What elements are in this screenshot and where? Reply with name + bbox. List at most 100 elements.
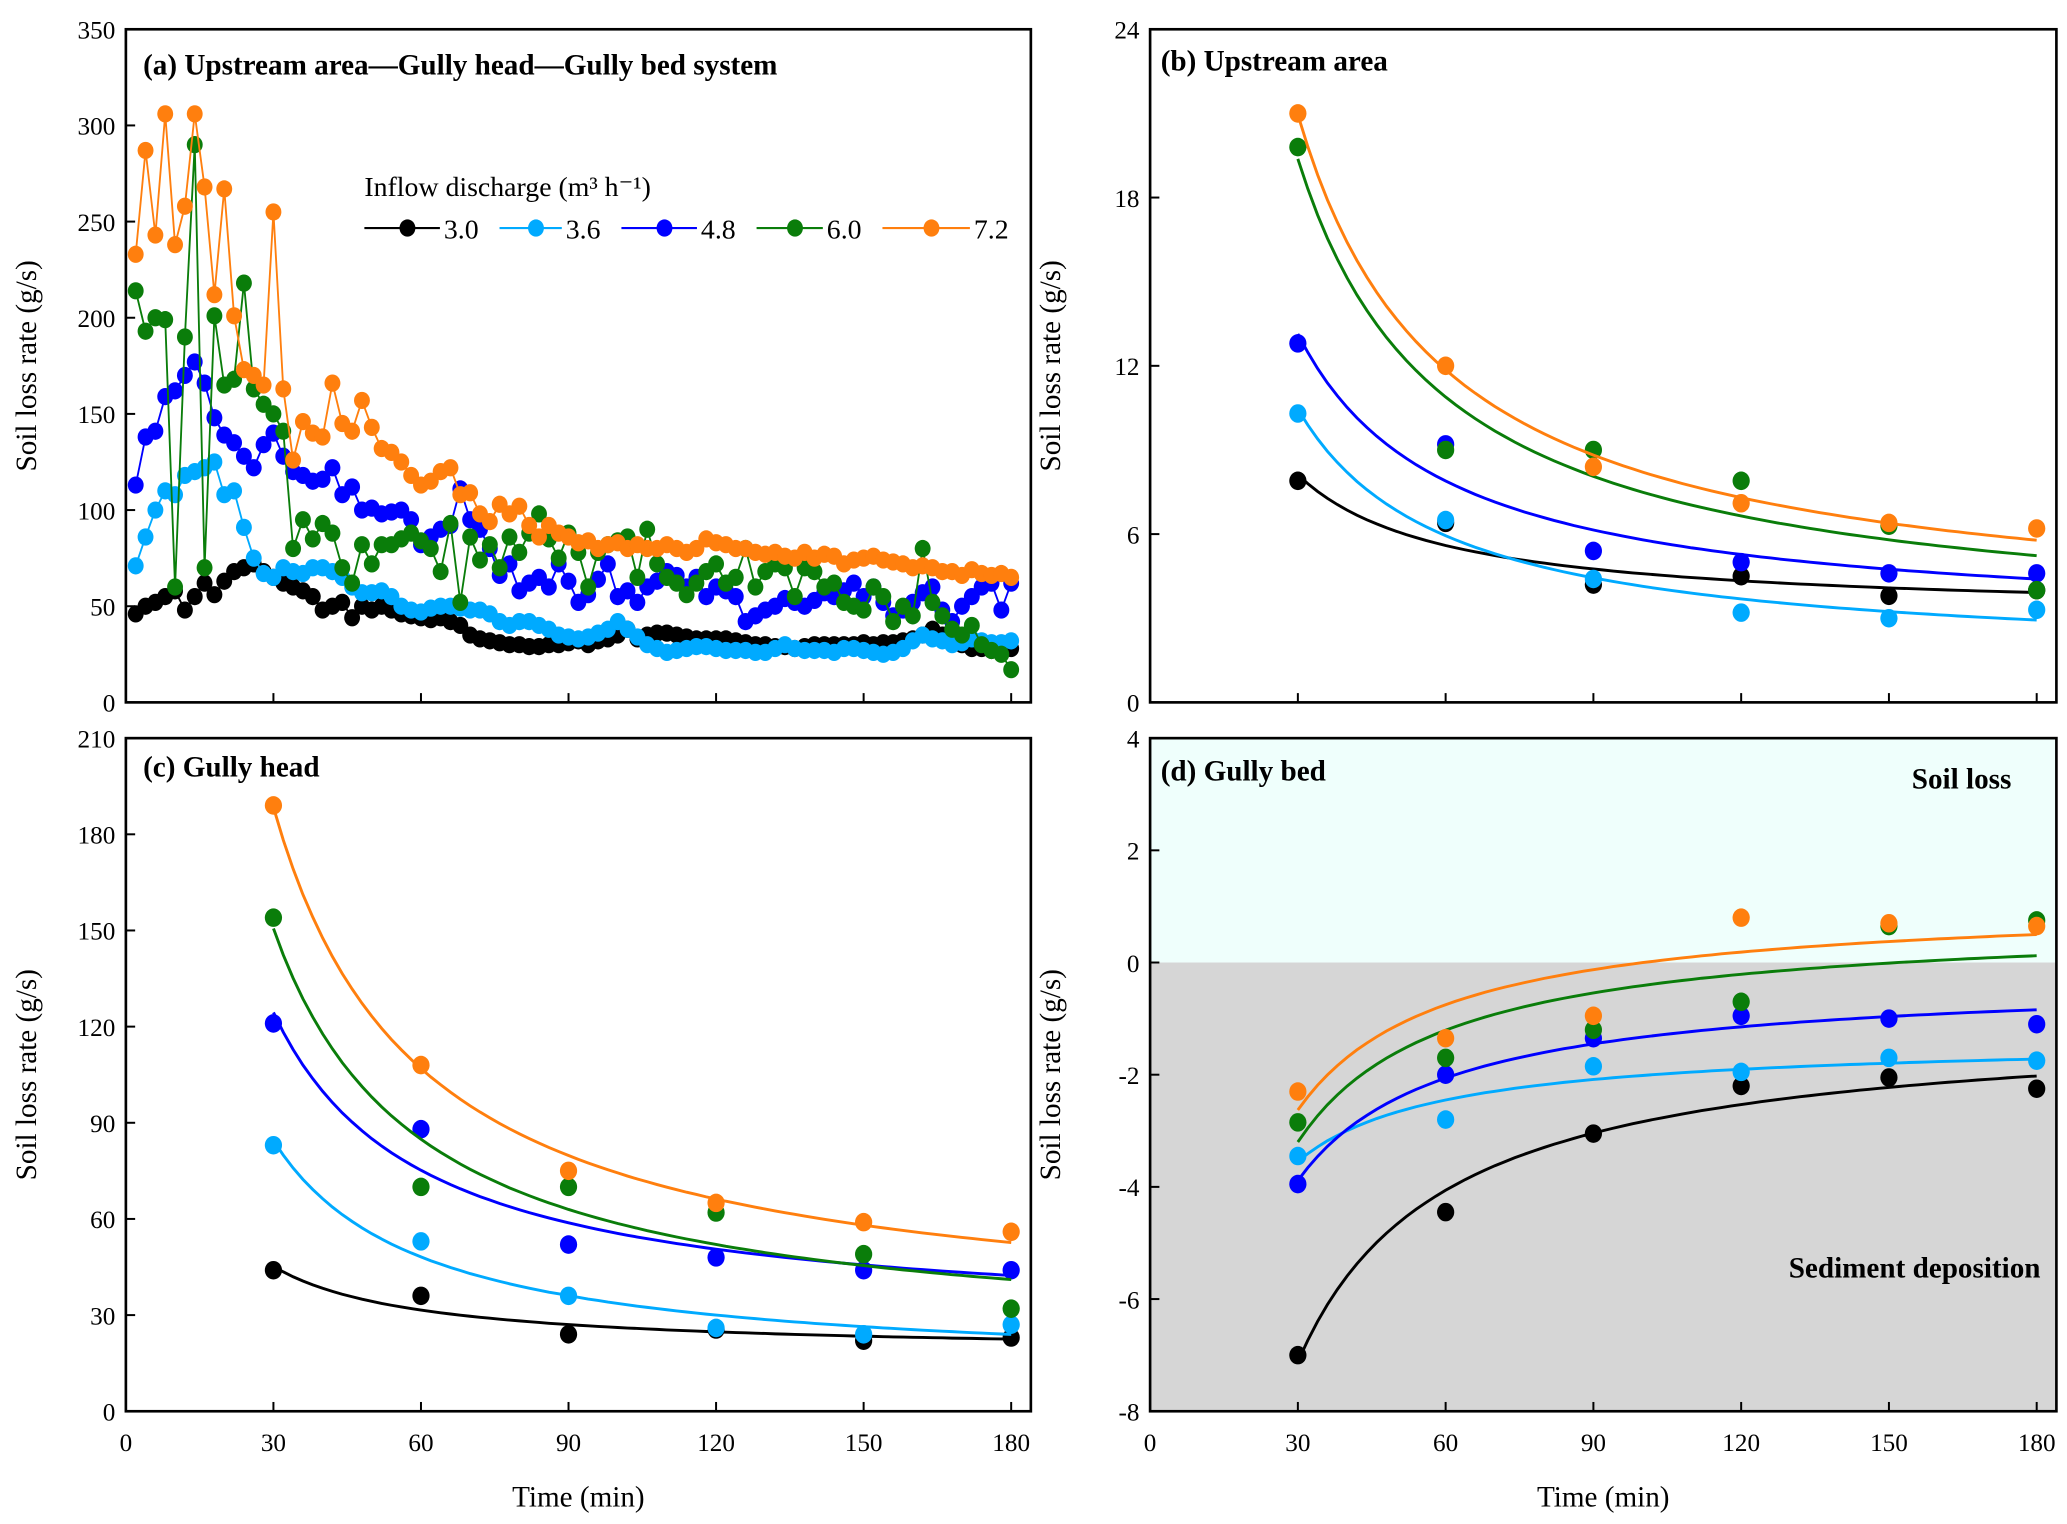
x-tick-label: 90 bbox=[556, 1430, 581, 1457]
legend-marker bbox=[923, 219, 940, 237]
legend-marker bbox=[528, 219, 544, 237]
y-tick-label: 30 bbox=[90, 1303, 115, 1330]
data-point bbox=[235, 274, 252, 292]
data-point bbox=[1880, 586, 1898, 606]
data-point bbox=[1437, 1028, 1455, 1048]
fitted-curve bbox=[1296, 333, 2037, 581]
data-point bbox=[206, 586, 223, 604]
data-point bbox=[324, 374, 341, 392]
data-point bbox=[176, 601, 193, 619]
data-point bbox=[1584, 541, 1603, 561]
series-1 bbox=[1289, 1048, 2046, 1166]
data-point bbox=[668, 574, 685, 592]
data-point bbox=[186, 105, 203, 123]
data-point bbox=[196, 559, 213, 577]
y-axis-label: Soil loss rate (g/s) bbox=[11, 260, 43, 471]
data-point bbox=[559, 1177, 578, 1197]
data-point bbox=[1289, 404, 1307, 423]
data-point bbox=[235, 447, 252, 465]
data-point bbox=[2028, 519, 2046, 538]
data-point bbox=[1437, 1202, 1455, 1222]
data-point bbox=[1002, 1315, 1020, 1334]
data-point bbox=[127, 557, 144, 575]
data-point bbox=[275, 380, 292, 398]
data-point bbox=[137, 141, 154, 160]
x-tick-label: 60 bbox=[1433, 1430, 1458, 1457]
x-tick-label: 120 bbox=[697, 1430, 735, 1457]
data-point bbox=[481, 512, 498, 531]
data-point bbox=[344, 609, 361, 627]
data-point bbox=[206, 307, 223, 325]
data-point bbox=[264, 796, 283, 815]
data-point bbox=[993, 645, 1010, 663]
soil-loss-region bbox=[1150, 738, 2057, 963]
data-point bbox=[855, 1244, 873, 1264]
data-point bbox=[285, 539, 302, 558]
fitted-curve bbox=[272, 807, 1012, 1245]
data-point bbox=[1732, 603, 1750, 622]
data-point bbox=[826, 574, 843, 592]
data-point bbox=[354, 391, 370, 410]
data-point bbox=[1437, 1065, 1455, 1084]
data-point bbox=[599, 555, 616, 573]
data-point bbox=[206, 453, 223, 471]
data-point bbox=[255, 376, 272, 394]
data-point bbox=[147, 422, 164, 440]
data-point bbox=[1732, 1076, 1750, 1096]
data-point bbox=[354, 536, 370, 554]
y-axis-label: Soil loss rate (g/s) bbox=[11, 969, 43, 1180]
data-point bbox=[2028, 1079, 2046, 1098]
data-point bbox=[914, 539, 931, 558]
legend-marker bbox=[787, 219, 803, 237]
data-point bbox=[1003, 632, 1020, 650]
data-point bbox=[924, 593, 941, 611]
data-point bbox=[196, 178, 213, 196]
data-point bbox=[137, 322, 154, 340]
fitted-curve bbox=[1296, 954, 2037, 1143]
panel-c: 0 30 60 90 120 150 180 210 0 30 60 90 120 150 180 Soil … bbox=[11, 726, 1033, 1514]
data-point bbox=[226, 307, 243, 325]
data-point bbox=[727, 568, 744, 586]
data-point bbox=[1289, 1113, 1307, 1132]
fitted-curve bbox=[1296, 158, 2037, 558]
data-point bbox=[294, 511, 311, 529]
y-tick-label: 0 bbox=[103, 1400, 116, 1427]
data-point bbox=[265, 405, 282, 423]
data-point bbox=[1732, 552, 1750, 572]
data-point bbox=[491, 559, 508, 577]
data-point bbox=[1289, 104, 1307, 123]
data-point bbox=[176, 197, 193, 215]
data-point bbox=[1880, 1048, 1898, 1068]
data-point bbox=[393, 453, 410, 471]
data-point bbox=[1732, 471, 1750, 491]
data-point bbox=[264, 1135, 283, 1155]
data-point bbox=[1584, 457, 1603, 477]
legend-label: 3.6 bbox=[566, 215, 601, 246]
data-point bbox=[1289, 1345, 1307, 1365]
data-point bbox=[531, 528, 547, 546]
fitted-curve bbox=[1296, 114, 2037, 542]
data-point bbox=[462, 484, 479, 502]
data-point bbox=[344, 422, 361, 440]
data-point bbox=[1880, 564, 1898, 583]
y-tick-label: 200 bbox=[78, 306, 116, 333]
data-point bbox=[265, 203, 282, 221]
x-tick-label: 0 bbox=[1144, 1430, 1157, 1457]
data-point bbox=[1437, 440, 1455, 460]
data-point bbox=[2028, 1051, 2046, 1070]
data-point bbox=[1880, 913, 1898, 933]
data-point bbox=[786, 587, 803, 606]
data-point bbox=[540, 578, 557, 596]
series-2 bbox=[1289, 1006, 2046, 1194]
data-point bbox=[1880, 513, 1898, 533]
legend: Inflow discharge (m³ h⁻¹) 3.0 3.6 4.8 6.0 7.2 bbox=[364, 172, 1008, 245]
data-point bbox=[1732, 566, 1750, 586]
panel-title: (d) Gully bed bbox=[1161, 756, 1326, 788]
data-point bbox=[924, 578, 941, 596]
x-axis-label: Time (min) bbox=[1537, 1482, 1670, 1514]
fitted-curve bbox=[1296, 1057, 2037, 1163]
data-point bbox=[1732, 493, 1750, 513]
data-point bbox=[875, 587, 892, 606]
data-point bbox=[127, 245, 144, 263]
data-point bbox=[629, 593, 646, 611]
